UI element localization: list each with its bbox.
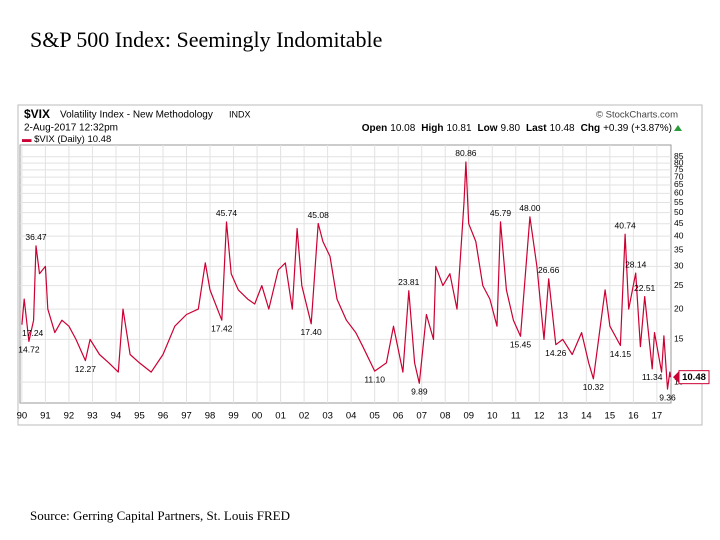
x-tick-label: 13 <box>558 411 569 422</box>
x-tick-label: 94 <box>111 411 122 422</box>
value-label: 26.66 <box>538 265 560 275</box>
slide-title: S&P 500 Index: Seemingly Indomitable <box>30 27 382 52</box>
chart-subtitle: Volatility Index - New Methodology <box>60 110 213 121</box>
x-tick-label: 99 <box>228 411 239 422</box>
change-arrow <box>674 125 682 131</box>
value-label: 48.00 <box>519 203 541 213</box>
x-tick-label: 97 <box>181 411 192 422</box>
legend-swatch: ▬ <box>22 134 32 145</box>
value-label: 10.32 <box>583 382 605 392</box>
x-tick-label: 16 <box>628 411 639 422</box>
legend-text: $VIX (Daily) 10.48 <box>34 134 111 145</box>
series-line <box>21 161 672 390</box>
quote-label: Open <box>362 123 388 134</box>
quote-label: High <box>421 123 443 134</box>
y-tick-label: 30 <box>674 261 684 271</box>
x-tick-label: 92 <box>64 411 75 422</box>
value-label: 40.74 <box>614 220 636 230</box>
value-label: 28.14 <box>625 259 647 269</box>
x-tick-label: 10 <box>487 411 498 422</box>
date: 2-Aug-2017 12:32pm <box>24 123 118 134</box>
y-tick-label: 50 <box>674 207 684 217</box>
x-tick-label: 93 <box>87 411 98 422</box>
x-tick-label: 17 <box>652 411 663 422</box>
quote-value: +0.39 (+3.87%) <box>603 123 672 134</box>
quote-label: Last <box>526 123 547 134</box>
x-tick-label: 14 <box>581 411 592 422</box>
quote-value: 10.08 <box>390 123 415 134</box>
credit: © StockCharts.com <box>596 110 678 121</box>
y-tick-label: 60 <box>674 188 684 198</box>
value-label: 45.74 <box>216 208 238 218</box>
x-tick-label: 02 <box>299 411 310 422</box>
y-tick-label: 70 <box>674 171 684 181</box>
value-label: 17.42 <box>211 323 233 333</box>
value-label: 22.51 <box>634 283 656 293</box>
symbol: $VIX <box>24 107 50 121</box>
y-tick-label: 75 <box>674 164 684 174</box>
value-label: 11.10 <box>364 374 385 384</box>
x-tick-label: 09 <box>463 411 474 422</box>
y-tick-label: 80 <box>674 157 684 167</box>
x-tick-label: 98 <box>205 411 216 422</box>
x-tick-label: 01 <box>275 411 286 422</box>
value-label: 17.40 <box>301 327 323 337</box>
value-label: 45.08 <box>308 210 330 220</box>
x-tick-label: 91 <box>40 411 51 422</box>
y-tick-label: 25 <box>674 280 684 290</box>
last-value-label: 10.48 <box>682 372 706 383</box>
quote-value: 10.81 <box>447 123 472 134</box>
x-tick-label: 05 <box>369 411 380 422</box>
x-tick-label: 11 <box>511 411 521 422</box>
quote-text: Open 10.08 High 10.81 Low 9.80 Last 10.48 Chg +0.… <box>362 123 672 134</box>
quote-value: 10.48 <box>550 123 575 134</box>
quote: Open 10.08 High 10.81 Low 9.80 Last 10.48 Chg +0.… <box>362 123 682 134</box>
x-tick-label: 00 <box>252 411 263 422</box>
y-tick-label: 40 <box>674 230 684 240</box>
value-label: 9.89 <box>411 387 428 397</box>
value-label: 23.81 <box>398 277 420 287</box>
y-tick-label: 85 <box>674 151 684 161</box>
plot: 90 91 92 93 94 95 96 97 98 99 00 01 02 03 04 05 06 07 08 09… <box>17 144 710 422</box>
value-label: 15.45 <box>510 340 532 350</box>
last-value-box <box>678 370 710 385</box>
x-tick-label: 03 <box>322 411 333 422</box>
x-tick-label: 12 <box>534 411 545 422</box>
x-tick-label: 95 <box>134 411 145 422</box>
value-label: 14.72 <box>18 345 40 355</box>
source: Source: Gerring Capital Partners, St. Lo… <box>30 508 290 523</box>
x-tick-label: 08 <box>440 411 451 422</box>
last-value-pointer <box>673 371 679 384</box>
x-tick-label: 96 <box>158 411 169 422</box>
x-tick-label: 07 <box>416 411 427 422</box>
value-label: 17.24 <box>22 328 44 338</box>
value-label: 36.47 <box>25 232 47 242</box>
exchange: INDX <box>229 109 251 119</box>
quote-label: Chg <box>581 123 600 134</box>
x-tick-label: 15 <box>605 411 616 422</box>
x-tick-label: 06 <box>393 411 404 422</box>
quote-label: Low <box>478 123 498 134</box>
quote-value: 9.80 <box>501 123 521 134</box>
y-tick-label: 15 <box>674 334 684 344</box>
y-tick-label: 35 <box>674 244 684 254</box>
y-tick-label: 20 <box>674 303 684 313</box>
value-label: 9.36 <box>659 392 676 402</box>
x-tick-label: 04 <box>346 411 357 422</box>
value-label: 14.26 <box>545 348 567 358</box>
value-label: 80.86 <box>455 148 477 158</box>
chart-frame <box>17 104 703 426</box>
value-label: 14.15 <box>610 349 632 359</box>
value-label: 12.27 <box>75 364 97 374</box>
value-label: 45.79 <box>490 208 512 218</box>
legend: ▬ $VIX (Daily) 10.48 <box>22 134 111 145</box>
value-label: 11.34 <box>642 372 663 382</box>
plot-area <box>19 144 672 404</box>
x-tick-label: 90 <box>17 411 28 422</box>
y-tick-label: 65 <box>674 179 684 189</box>
y-tick-label: 55 <box>674 197 684 207</box>
y-tick-label: 45 <box>674 218 684 228</box>
